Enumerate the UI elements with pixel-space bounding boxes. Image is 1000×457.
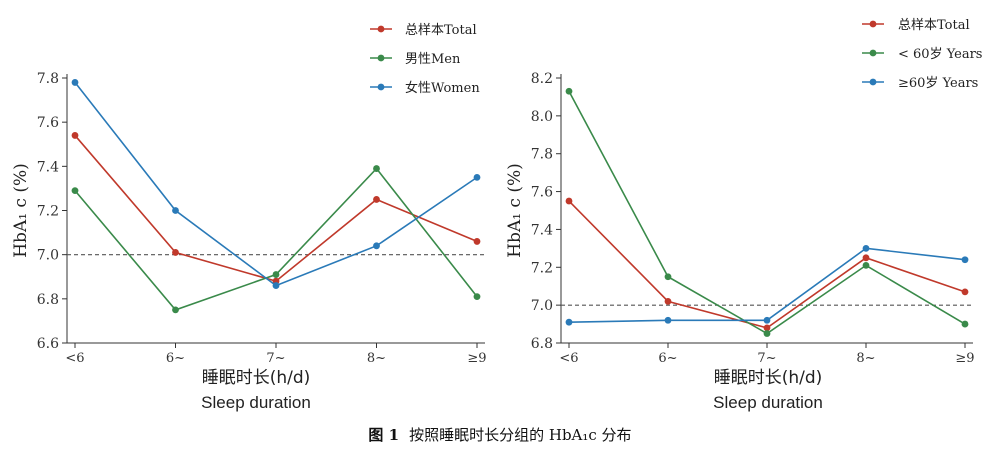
- x-tick-label: 6~: [658, 351, 677, 366]
- data-point: [172, 207, 179, 214]
- data-point: [172, 249, 179, 256]
- x-tick-label: ≥9: [955, 351, 974, 366]
- series-line: [568, 247, 966, 323]
- data-point: [373, 196, 380, 203]
- series-line: [568, 200, 966, 329]
- x-tick-label: 8~: [367, 351, 386, 366]
- legend-swatch-point: [377, 83, 385, 91]
- data-point: [71, 187, 79, 195]
- data-point: [272, 282, 280, 289]
- x-tick-label: <6: [559, 351, 578, 366]
- data-point: [473, 173, 481, 181]
- data-point: [862, 244, 870, 252]
- data-point: [473, 238, 481, 245]
- data-point: [763, 324, 771, 332]
- data-point: [664, 273, 672, 281]
- y-tick-label: 7.0: [531, 298, 553, 314]
- y-tick-label: 7.6: [37, 115, 59, 131]
- legend-label: < 60岁 Years: [898, 47, 982, 62]
- figure-caption: 图 1 按照睡眠时长分组的 HbA₁c 分布: [0, 424, 1000, 445]
- y-tick-label: 7.0: [37, 248, 59, 264]
- x-tick-label: <6: [65, 351, 84, 366]
- legend-label: 总样本Total: [405, 23, 477, 38]
- x-axis-label: 睡眠时长(h/d): [714, 368, 823, 388]
- y-tick-label: 6.8: [37, 292, 59, 308]
- x-tick-label: 6~: [166, 351, 185, 366]
- y-tick-label: 7.8: [531, 147, 553, 163]
- data-point: [664, 297, 672, 305]
- legend-label: 男性Men: [405, 52, 461, 67]
- x-tick-label: 7~: [757, 351, 776, 366]
- legend-swatch-point: [869, 20, 877, 28]
- legend-swatch-point: [377, 54, 385, 62]
- legend-swatch-point: [377, 25, 385, 33]
- hba1c-by-age-chart: 6.8 7.0 7.2 7.4 7.6 7.8 8.0 8.2 <6 6~ 7~ 8~ ≥9 睡眠时长(h…: [505, 18, 982, 412]
- series-line: [568, 90, 966, 335]
- data-point: [473, 293, 481, 301]
- data-point: [763, 330, 771, 337]
- y-axis-label: HbA₁ c (%): [11, 163, 31, 258]
- data-point: [373, 165, 380, 172]
- data-point: [961, 320, 969, 328]
- x-tick-label: ≥9: [467, 351, 486, 366]
- data-point: [763, 316, 771, 324]
- x-axis-label-english: Sleep duration: [201, 393, 311, 412]
- data-point: [172, 306, 179, 314]
- data-point: [373, 242, 380, 250]
- data-point: [664, 316, 672, 324]
- data-point: [272, 271, 280, 278]
- figure-caption-prefix: 图 1: [368, 426, 400, 444]
- y-axis-label: HbA₁ c (%): [505, 163, 525, 258]
- y-tick-label: 8.0: [531, 109, 553, 125]
- data-point: [961, 256, 969, 264]
- y-tick-label: 7.8: [37, 71, 59, 87]
- y-tick-label: 7.6: [531, 185, 553, 201]
- x-tick-label: 8~: [856, 351, 875, 366]
- legend-label: 女性Women: [405, 80, 480, 96]
- legend-swatch-point: [869, 78, 877, 86]
- y-tick-label: 6.6: [37, 336, 59, 352]
- data-point: [565, 87, 573, 95]
- y-tick-label: 8.2: [531, 71, 553, 87]
- x-tick-label: 7~: [266, 351, 285, 366]
- legend-label: ≥60岁 Years: [898, 76, 978, 91]
- series-line: [74, 81, 478, 287]
- hba1c-by-sex-chart: 6.6 6.8 7.0 7.2 7.4 7.6 7.8 <6 6~ 7~ 8~ ≥9 睡眠时长(h/d)…: [11, 23, 487, 412]
- x-axis-label-english: Sleep duration: [713, 393, 823, 412]
- data-point: [565, 318, 573, 326]
- y-tick-label: 6.8: [531, 336, 553, 352]
- y-tick-label: 7.2: [37, 204, 59, 220]
- y-tick-label: 7.4: [531, 222, 553, 238]
- data-point: [862, 261, 870, 269]
- data-point: [862, 254, 870, 262]
- data-point: [961, 288, 969, 296]
- data-point: [565, 197, 573, 205]
- legend-swatch-point: [869, 49, 877, 57]
- x-axis-label: 睡眠时长(h/d): [202, 368, 311, 388]
- legend-label: 总样本Total: [898, 18, 970, 33]
- series-line: [74, 134, 478, 283]
- y-tick-label: 7.4: [37, 159, 59, 175]
- data-point: [71, 132, 79, 139]
- y-tick-label: 7.2: [531, 260, 553, 276]
- figure-caption-text: 按照睡眠时长分组的 HbA₁c 分布: [409, 426, 632, 444]
- data-point: [71, 79, 79, 86]
